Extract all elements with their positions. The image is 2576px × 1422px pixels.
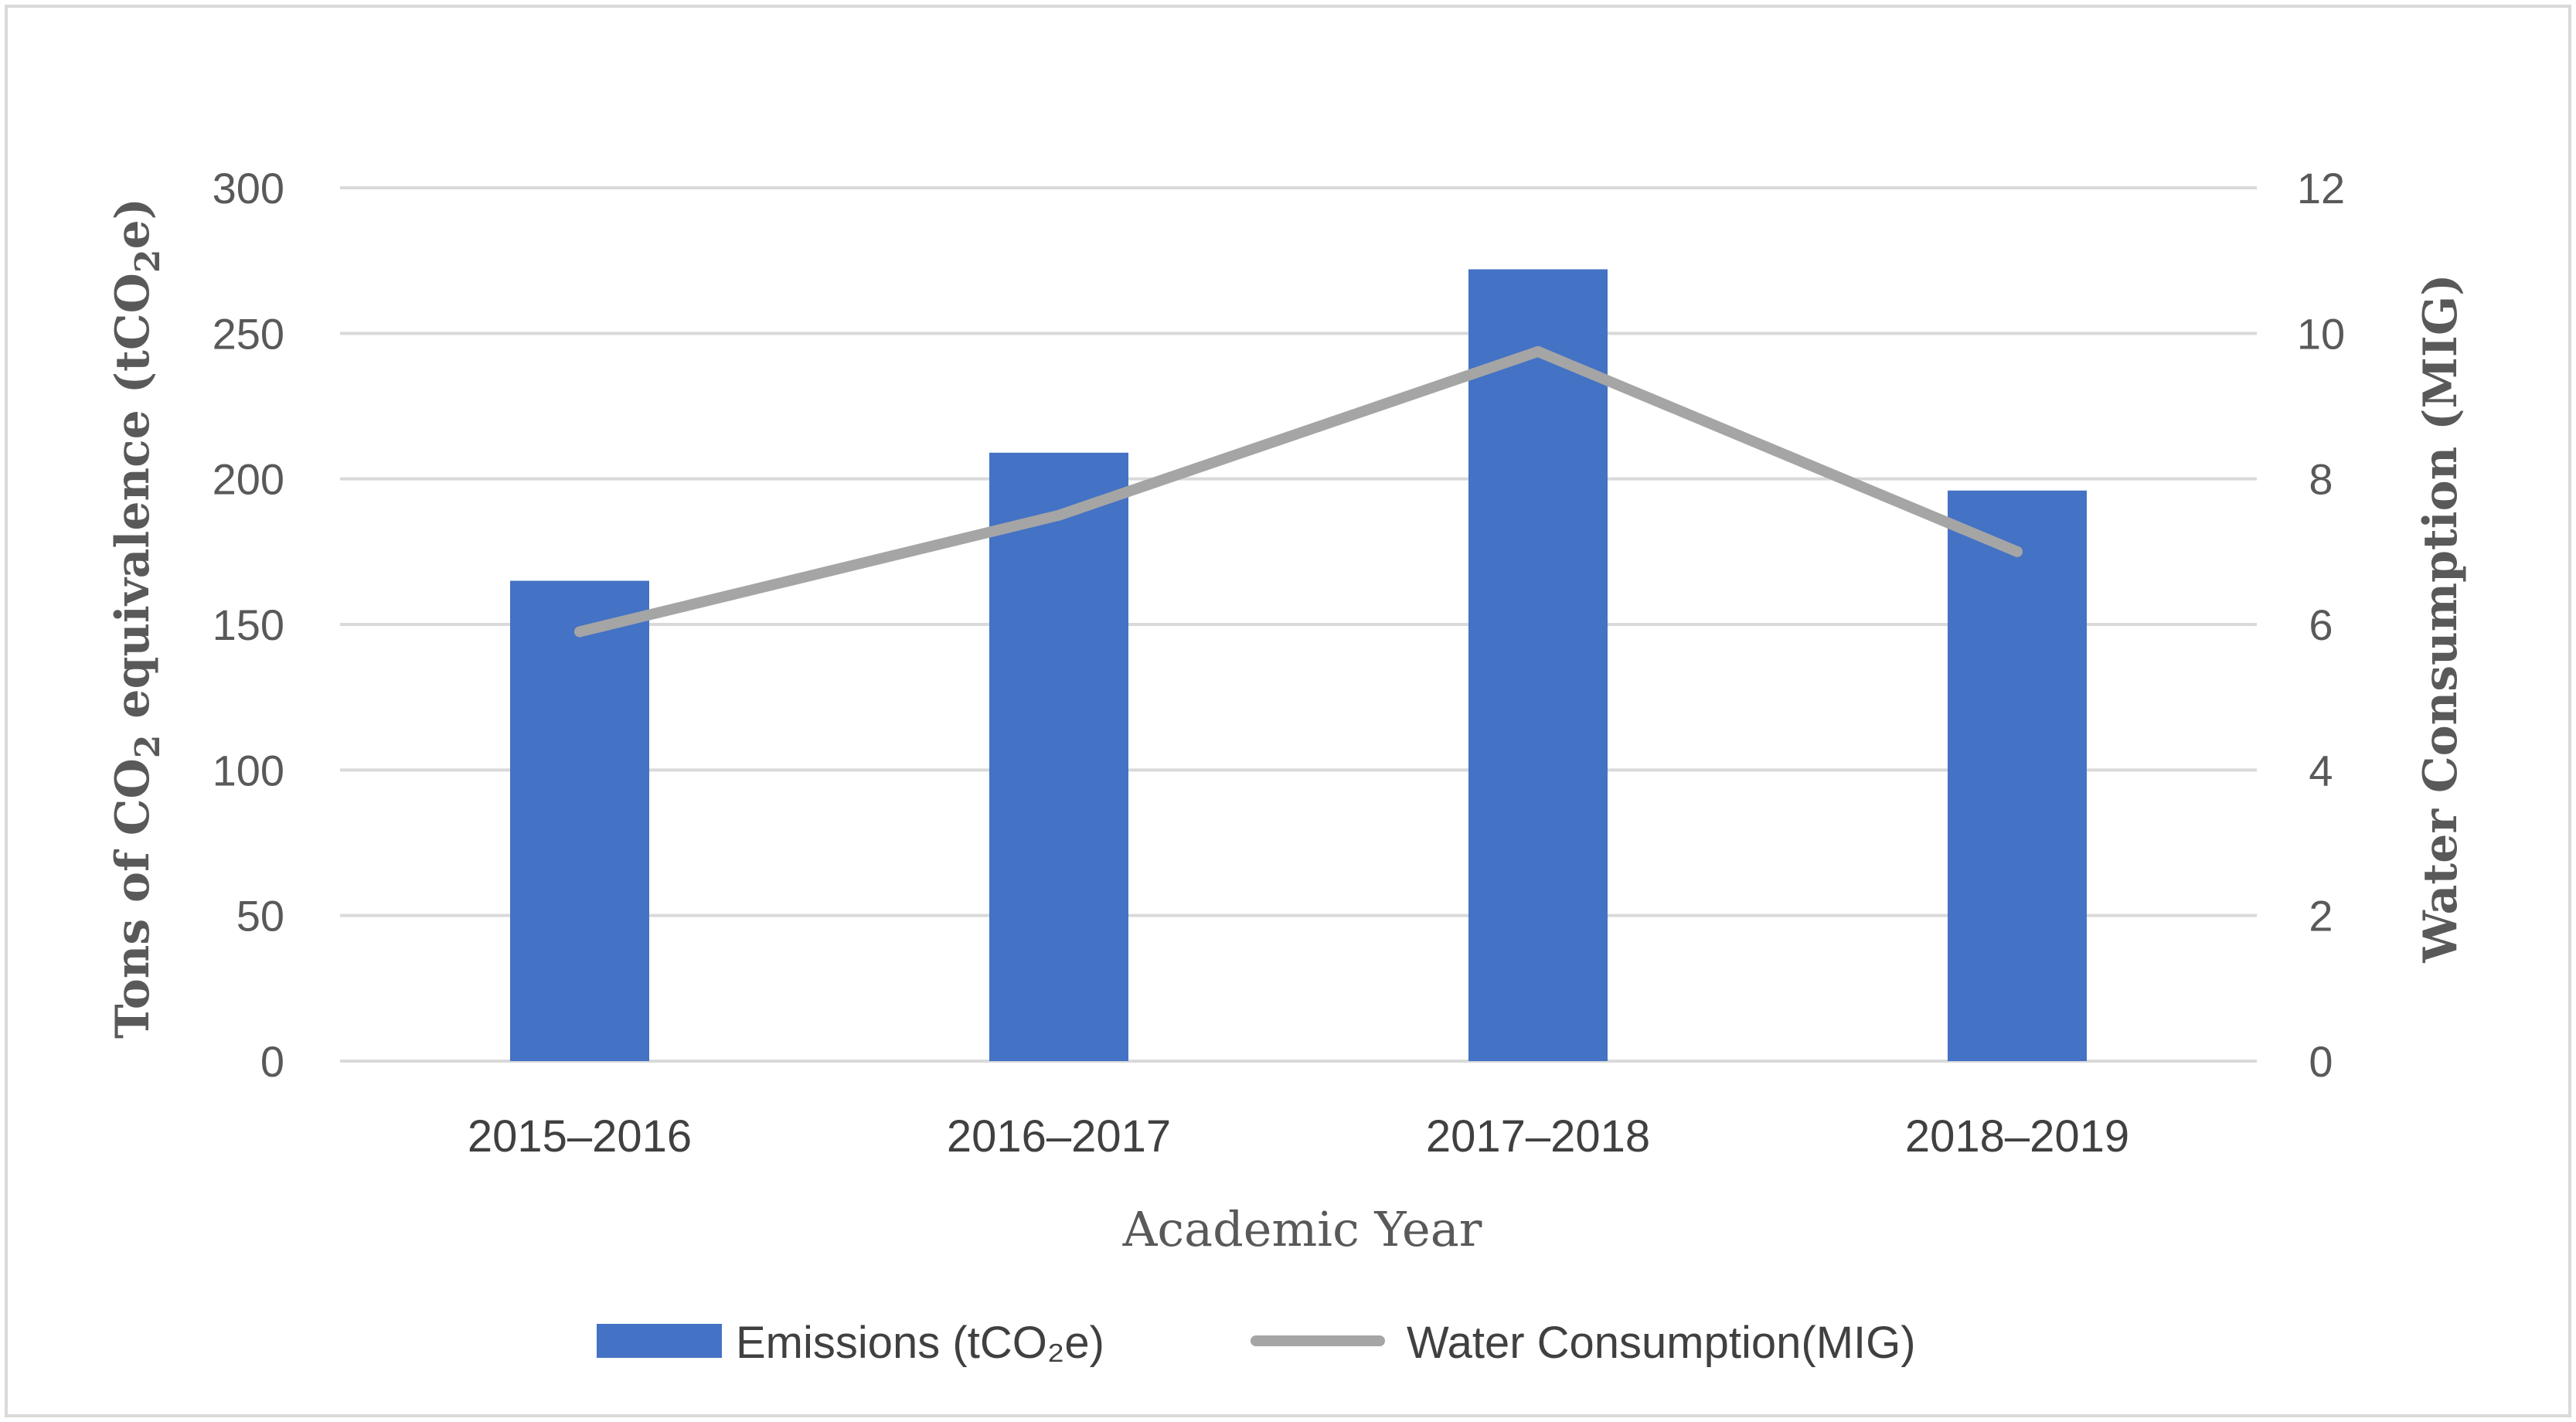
y-tick-label: 100 [213, 746, 284, 794]
bar [510, 580, 649, 1061]
line-series [574, 345, 2023, 638]
y-axis-title: Tons of CO2 equivalence (tCO2e) [106, 198, 168, 1039]
line-point [1533, 345, 1543, 357]
y-tick-label: 50 [237, 892, 284, 941]
line-point [1053, 509, 1064, 521]
x-tick-label: 2015–2016 [468, 1111, 692, 1162]
bar [989, 452, 1128, 1061]
y2-tick-label: 10 [2297, 309, 2345, 358]
bar-series [510, 269, 2087, 1061]
y-tick-label: 200 [213, 455, 284, 504]
x-tick-label: 2016–2017 [947, 1111, 1171, 1162]
left-axis-ticks: 0 50 100 150 200 250 300 [213, 164, 284, 1086]
y2-tick-label: 0 [2309, 1037, 2333, 1086]
x-axis-categories: 2015–2016 2016–2017 2017–2018 2018–2019 [468, 1111, 2129, 1162]
water-line [574, 345, 2023, 638]
line-point [574, 626, 585, 638]
x-axis-title: Academic Year [1122, 1201, 1482, 1257]
bar [1948, 490, 2087, 1061]
y2-tick-label: 8 [2309, 455, 2333, 504]
y-tick-label: 150 [213, 600, 284, 649]
y-tick-label: 0 [260, 1037, 284, 1086]
y2-tick-label: 12 [2297, 164, 2345, 213]
y2-axis-title: Water Consumption (MIG) [2414, 274, 2468, 963]
x-tick-label: 2018–2019 [1905, 1111, 2129, 1162]
x-tick-label: 2017–2018 [1426, 1111, 1650, 1162]
chart-border [5, 5, 2571, 1417]
y-tick-label: 250 [213, 309, 284, 358]
legend-swatch-emissions [597, 1324, 722, 1358]
y2-tick-label: 2 [2309, 892, 2333, 941]
line-point [2012, 546, 2023, 557]
y-tick-label: 300 [213, 164, 284, 213]
legend: Emissions (tCO₂e) Water Consumption(MIG) [597, 1318, 1916, 1368]
y2-tick-label: 6 [2309, 600, 2333, 649]
right-axis-ticks: 0 2 4 6 8 10 12 [2297, 164, 2345, 1086]
bar [1468, 269, 1608, 1061]
gridlines [340, 186, 2257, 1063]
legend-label-emissions: Emissions (tCO₂e) [736, 1318, 1104, 1368]
y2-tick-label: 4 [2309, 746, 2333, 794]
legend-label-water: Water Consumption(MIG) [1407, 1318, 1916, 1368]
